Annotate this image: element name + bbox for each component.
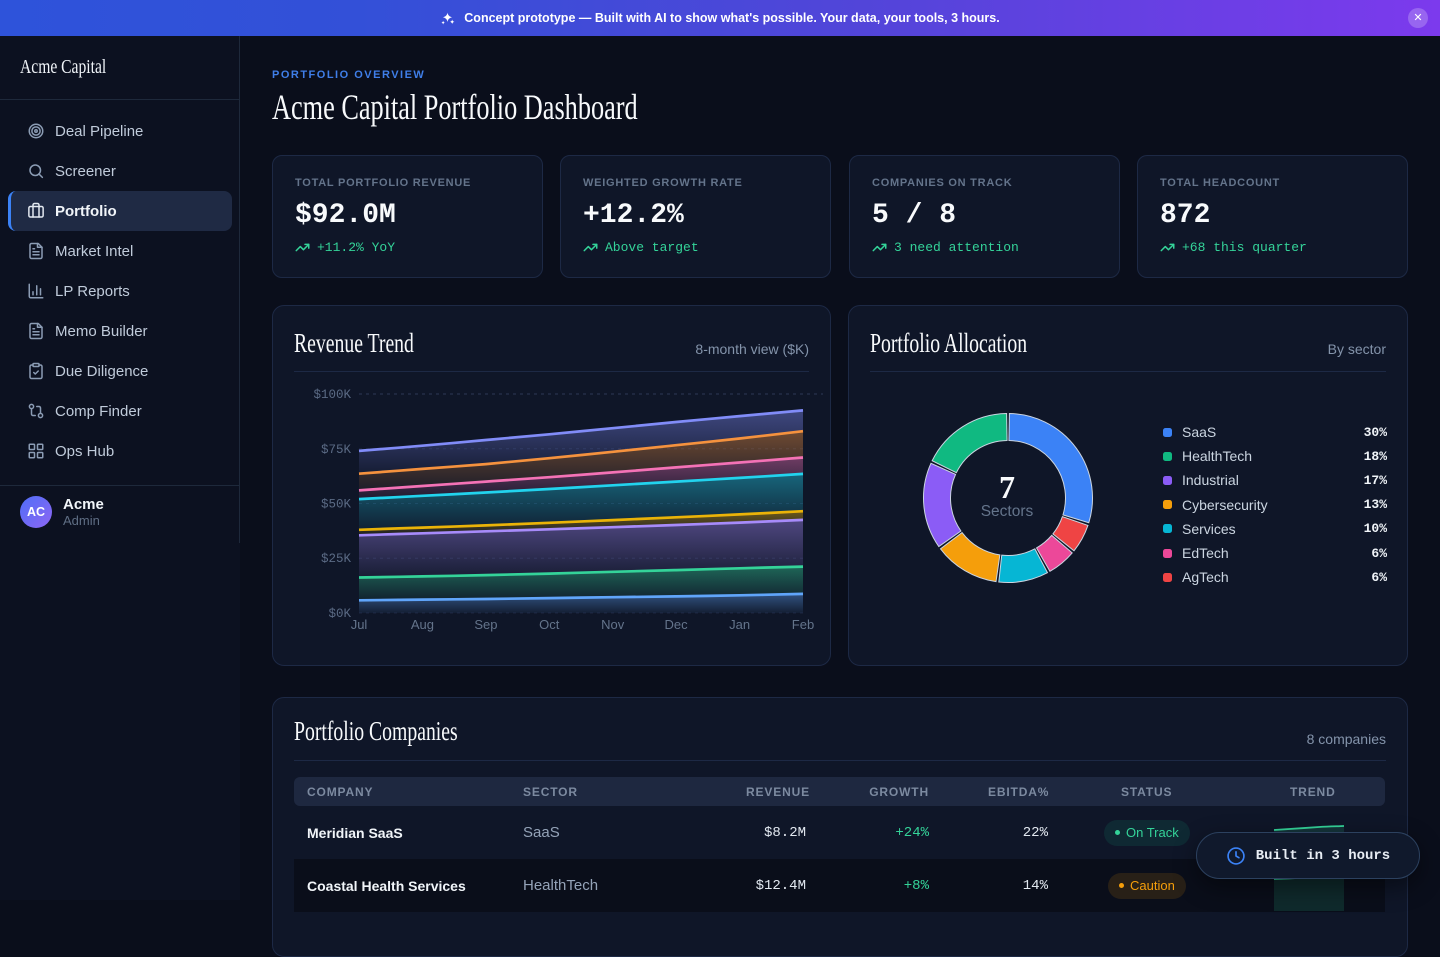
svg-text:Aug: Aug [411,617,434,632]
svg-text:Nov: Nov [601,617,625,632]
svg-text:$25K: $25K [321,552,352,566]
svg-text:$75K: $75K [321,443,352,457]
svg-text:Jul: Jul [351,617,368,632]
svg-text:Feb: Feb [792,617,814,632]
svg-text:Dec: Dec [665,617,689,632]
svg-text:$0K: $0K [328,607,351,621]
svg-text:$100K: $100K [313,388,351,402]
svg-text:Oct: Oct [539,617,560,632]
svg-text:Sep: Sep [474,617,497,632]
svg-text:Jan: Jan [729,617,750,632]
svg-text:$50K: $50K [321,498,352,512]
